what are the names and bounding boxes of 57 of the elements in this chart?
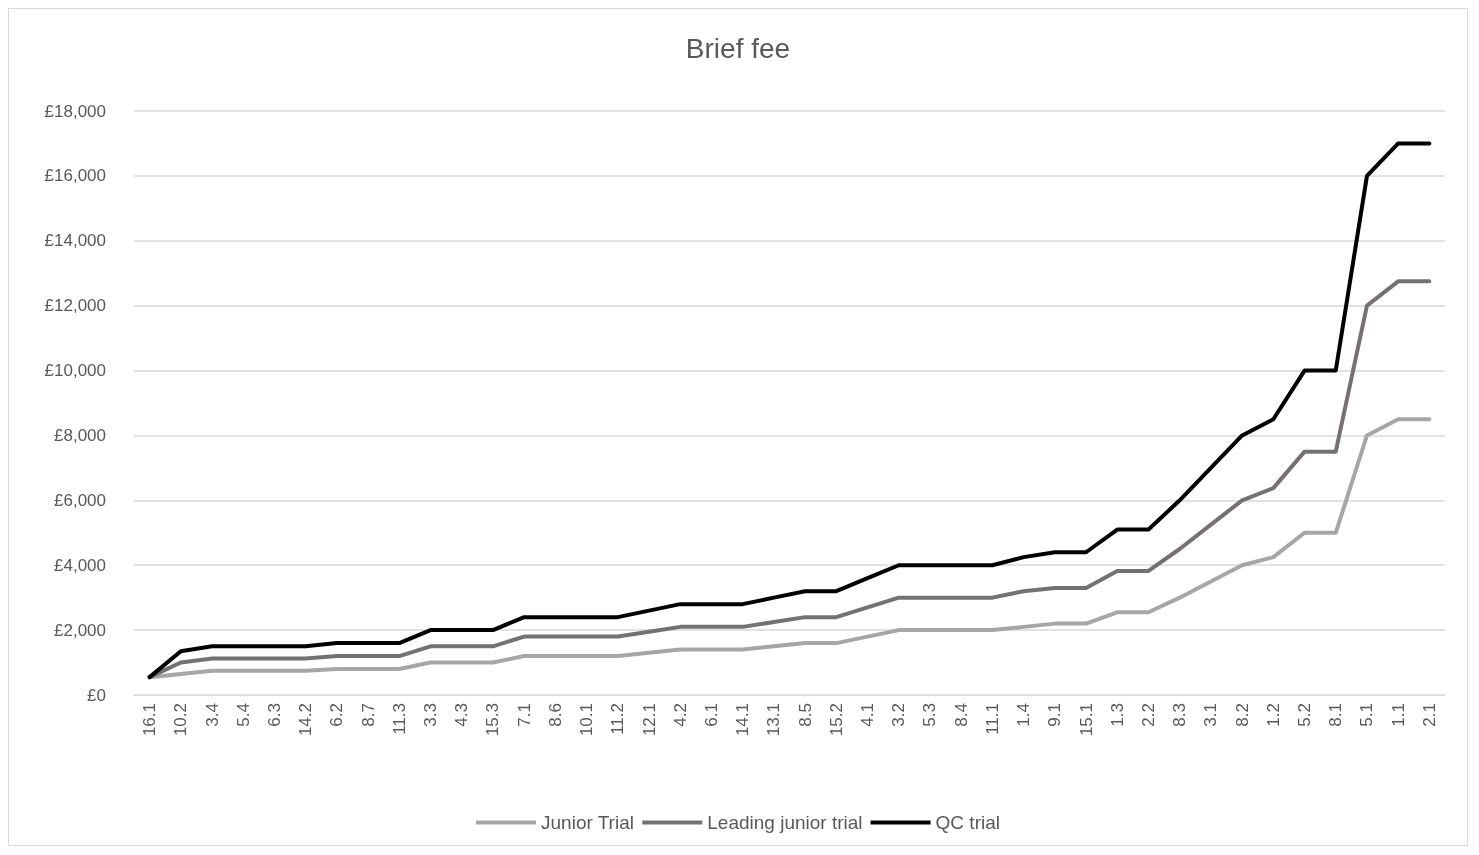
x-tick-label: 10.2 <box>171 703 191 737</box>
x-tick-label: 4.2 <box>670 703 690 727</box>
chart-title: Brief fee <box>685 32 791 64</box>
x-tick-label: 1.4 <box>1014 703 1034 727</box>
x-tick-label: 1.3 <box>1107 703 1127 727</box>
x-tick-label: 9.1 <box>1045 703 1065 727</box>
x-tick-label: 15.3 <box>483 703 503 737</box>
x-tick-label: 12.1 <box>639 703 659 737</box>
x-tick-label: 8.5 <box>795 703 815 727</box>
x-tick-label: 7.1 <box>514 703 534 727</box>
x-tick-label: 3.4 <box>202 703 222 727</box>
x-tick-label: 8.6 <box>545 703 565 727</box>
x-tick-label: 5.3 <box>920 703 940 727</box>
x-tick-label: 8.1 <box>1326 703 1346 727</box>
x-tick-label: 6.2 <box>327 703 347 727</box>
x-tick-label: 6.1 <box>701 703 721 727</box>
y-tick-label: £18,000 <box>44 101 106 121</box>
x-tick-label: 11.1 <box>982 703 1002 735</box>
x-tick-label: 14.1 <box>733 703 753 737</box>
x-tick-label: 8.4 <box>951 703 971 727</box>
x-tick-label: 11.3 <box>389 703 409 735</box>
x-tick-label: 11.2 <box>608 703 628 735</box>
x-tick-label: 1.2 <box>1263 703 1283 727</box>
x-tick-label: 15.2 <box>826 703 846 737</box>
x-tick-label: 10.1 <box>577 703 597 737</box>
x-tick-label: 4.3 <box>452 703 472 727</box>
x-tick-label: 5.1 <box>1357 703 1377 727</box>
x-tick-label: 1.1 <box>1388 703 1408 727</box>
x-tick-label: 5.4 <box>233 703 253 727</box>
y-tick-label: £12,000 <box>44 296 106 316</box>
legend-label: QC trial <box>935 812 1000 833</box>
x-tick-label: 13.1 <box>764 703 784 737</box>
x-tick-label: 4.1 <box>858 703 878 727</box>
x-tick-label: 8.2 <box>1232 703 1252 727</box>
x-tick-label: 14.2 <box>296 703 316 737</box>
y-tick-label: £0 <box>87 685 106 705</box>
legend-label: Junior Trial <box>541 812 634 833</box>
x-tick-label: 8.7 <box>358 703 378 727</box>
x-tick-label: 3.1 <box>1201 703 1221 727</box>
x-tick-label: 16.1 <box>140 703 160 737</box>
x-tick-label: 3.3 <box>421 703 441 727</box>
y-tick-label: £14,000 <box>44 231 106 251</box>
y-tick-label: £4,000 <box>54 555 106 575</box>
y-tick-label: £16,000 <box>44 166 106 186</box>
y-tick-label: £2,000 <box>54 620 106 640</box>
x-tick-label: 8.3 <box>1170 703 1190 727</box>
y-tick-label: £6,000 <box>54 490 106 510</box>
y-tick-label: £10,000 <box>44 361 106 381</box>
x-tick-label: 5.2 <box>1295 703 1315 727</box>
x-tick-label: 6.3 <box>264 703 284 727</box>
x-tick-label: 3.2 <box>889 703 909 727</box>
x-tick-label: 2.2 <box>1138 703 1158 727</box>
x-tick-label: 2.1 <box>1419 703 1439 727</box>
y-tick-label: £8,000 <box>54 425 106 445</box>
x-tick-label: 15.1 <box>1076 703 1096 737</box>
line-series <box>147 141 1432 680</box>
legend-label: Leading junior trial <box>707 812 863 833</box>
